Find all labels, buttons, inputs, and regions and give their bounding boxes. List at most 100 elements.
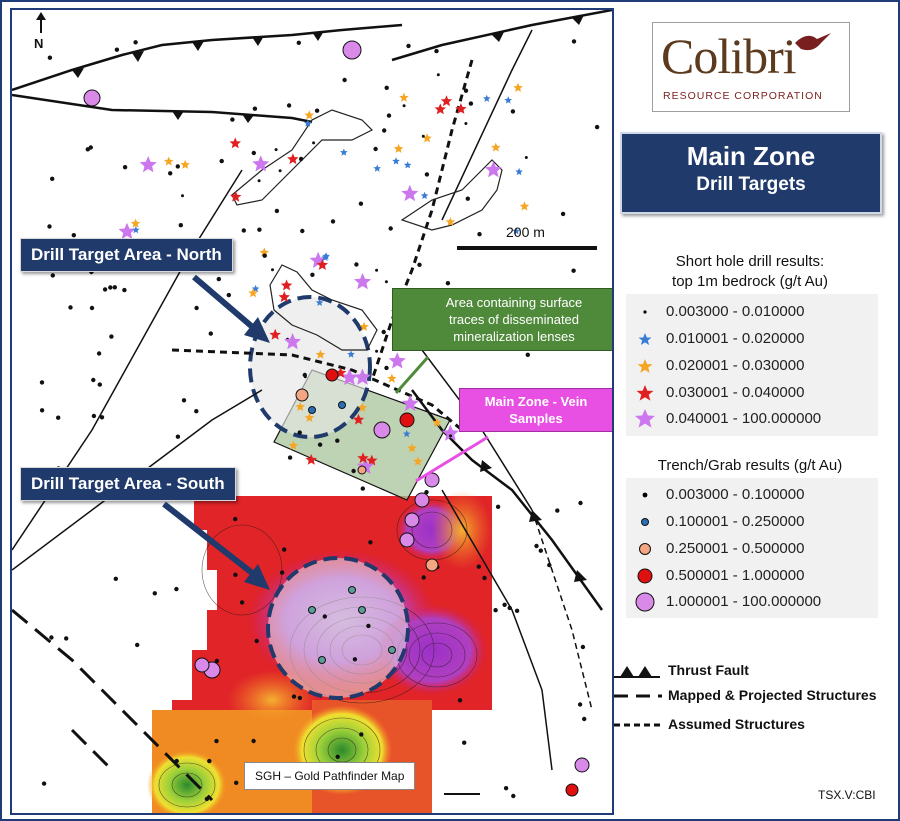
arrow-north xyxy=(192,275,270,343)
scale-bar xyxy=(457,246,597,250)
sample-point xyxy=(108,285,113,290)
scale-label: 200 m xyxy=(506,224,545,240)
drill-result-star xyxy=(399,92,409,102)
sample-point xyxy=(503,786,509,791)
drill-result-star xyxy=(432,417,442,427)
company-logo: Colibri RESOURCE CORPORATION xyxy=(652,22,850,112)
drill-result-star xyxy=(315,298,324,306)
hummingbird-icon xyxy=(795,33,831,51)
thrust-fault-legend: Thrust Fault xyxy=(612,662,892,682)
sample-point xyxy=(204,796,210,802)
drill-result-star xyxy=(347,350,355,358)
sample-point xyxy=(338,401,346,409)
legend-label: 0.010001 - 0.020000 xyxy=(666,330,805,347)
legend-label: 1.000001 - 100.000000 xyxy=(666,593,822,610)
drill-result-star xyxy=(366,454,378,466)
drill-result-star xyxy=(440,95,453,107)
sample-point xyxy=(330,219,336,224)
sample-point xyxy=(83,89,101,107)
sample-point xyxy=(510,109,516,114)
sample-point xyxy=(421,575,426,580)
sample-point xyxy=(322,614,327,619)
sample-point xyxy=(359,732,364,737)
sample-point xyxy=(354,262,359,267)
sample-point xyxy=(424,490,429,495)
sample-point xyxy=(257,227,262,232)
mineralization-note-line1: Area containing surface xyxy=(445,295,583,310)
sample-point xyxy=(64,636,69,641)
sample-point xyxy=(254,638,259,644)
drill-result-star xyxy=(445,217,456,226)
sample-point xyxy=(358,606,366,614)
sample-point xyxy=(91,377,96,383)
title-line1: Main Zone xyxy=(686,141,816,171)
assumed-structures-label: Assumed Structures xyxy=(668,716,805,732)
circle-peach-icon xyxy=(639,543,651,555)
sample-point xyxy=(262,253,267,258)
drill-result-star xyxy=(483,94,491,102)
sample-point xyxy=(287,455,293,460)
sample-point xyxy=(39,380,45,385)
sample-point xyxy=(194,409,199,414)
star-blue-icon xyxy=(638,333,652,345)
sample-point xyxy=(325,368,339,382)
sample-point xyxy=(502,602,507,607)
sample-point xyxy=(56,415,61,420)
drill-result-star xyxy=(393,143,404,153)
sample-point xyxy=(534,543,539,549)
drill-result-star xyxy=(132,226,140,234)
sample-point xyxy=(91,413,97,419)
drill-result-star xyxy=(304,412,315,422)
sample-point xyxy=(560,211,566,217)
drill-result-star xyxy=(519,201,530,211)
drill-result-star xyxy=(287,153,299,165)
circle-red-icon xyxy=(637,568,653,584)
drill-result-star xyxy=(316,259,329,270)
sample-point xyxy=(335,754,340,759)
legend-label: 0.003000 - 0.100000 xyxy=(666,486,805,503)
sample-point xyxy=(477,232,482,237)
drill-result-star xyxy=(252,155,270,172)
sample-point xyxy=(312,141,316,145)
sample-point xyxy=(375,268,379,272)
thrust-fault-label: Thrust Fault xyxy=(668,662,749,678)
long-dash-icon xyxy=(614,694,662,698)
sample-point xyxy=(399,532,415,548)
title-line2: Drill Targets xyxy=(696,174,806,195)
sample-point xyxy=(424,472,440,488)
sample-point xyxy=(495,504,501,509)
drill-result-star xyxy=(413,456,423,466)
legend-label: 0.250001 - 0.500000 xyxy=(666,540,805,557)
sample-point xyxy=(122,287,127,293)
drill-result-star xyxy=(484,161,502,178)
sample-point xyxy=(234,780,239,785)
sample-point xyxy=(318,656,326,664)
sample-point xyxy=(424,172,430,177)
legend-label: 0.030001 - 0.040000 xyxy=(666,384,805,401)
drill-result-star xyxy=(392,157,400,165)
sample-point xyxy=(388,646,396,654)
sample-point xyxy=(135,642,140,648)
sample-point xyxy=(181,194,184,198)
sample-point xyxy=(514,608,520,613)
drill-result-star xyxy=(284,333,302,350)
drill-result-star xyxy=(251,284,260,293)
drill-result-star xyxy=(359,321,369,331)
map-panel: 200 m N Drill Target Area - North Drill … xyxy=(10,8,614,815)
drill-result-star xyxy=(229,137,241,149)
drill-result-star xyxy=(315,349,326,359)
sample-point xyxy=(421,134,425,138)
sample-point xyxy=(308,406,316,414)
trench-legend: 0.003000 - 0.100000 0.100001 - 0.250000 … xyxy=(626,478,878,618)
drill-result-star xyxy=(407,443,417,453)
sample-point xyxy=(360,486,365,491)
sample-point xyxy=(109,334,114,339)
sample-point xyxy=(577,702,583,707)
sample-point xyxy=(39,408,45,413)
sample-point xyxy=(99,415,105,420)
sample-point xyxy=(571,268,576,273)
sample-point xyxy=(252,106,258,111)
pink-leader xyxy=(415,435,489,483)
trench-legend-item: 1.000001 - 100.000000 xyxy=(626,592,876,616)
sgh-map-label: SGH – Gold Pathfinder Map xyxy=(244,762,416,790)
